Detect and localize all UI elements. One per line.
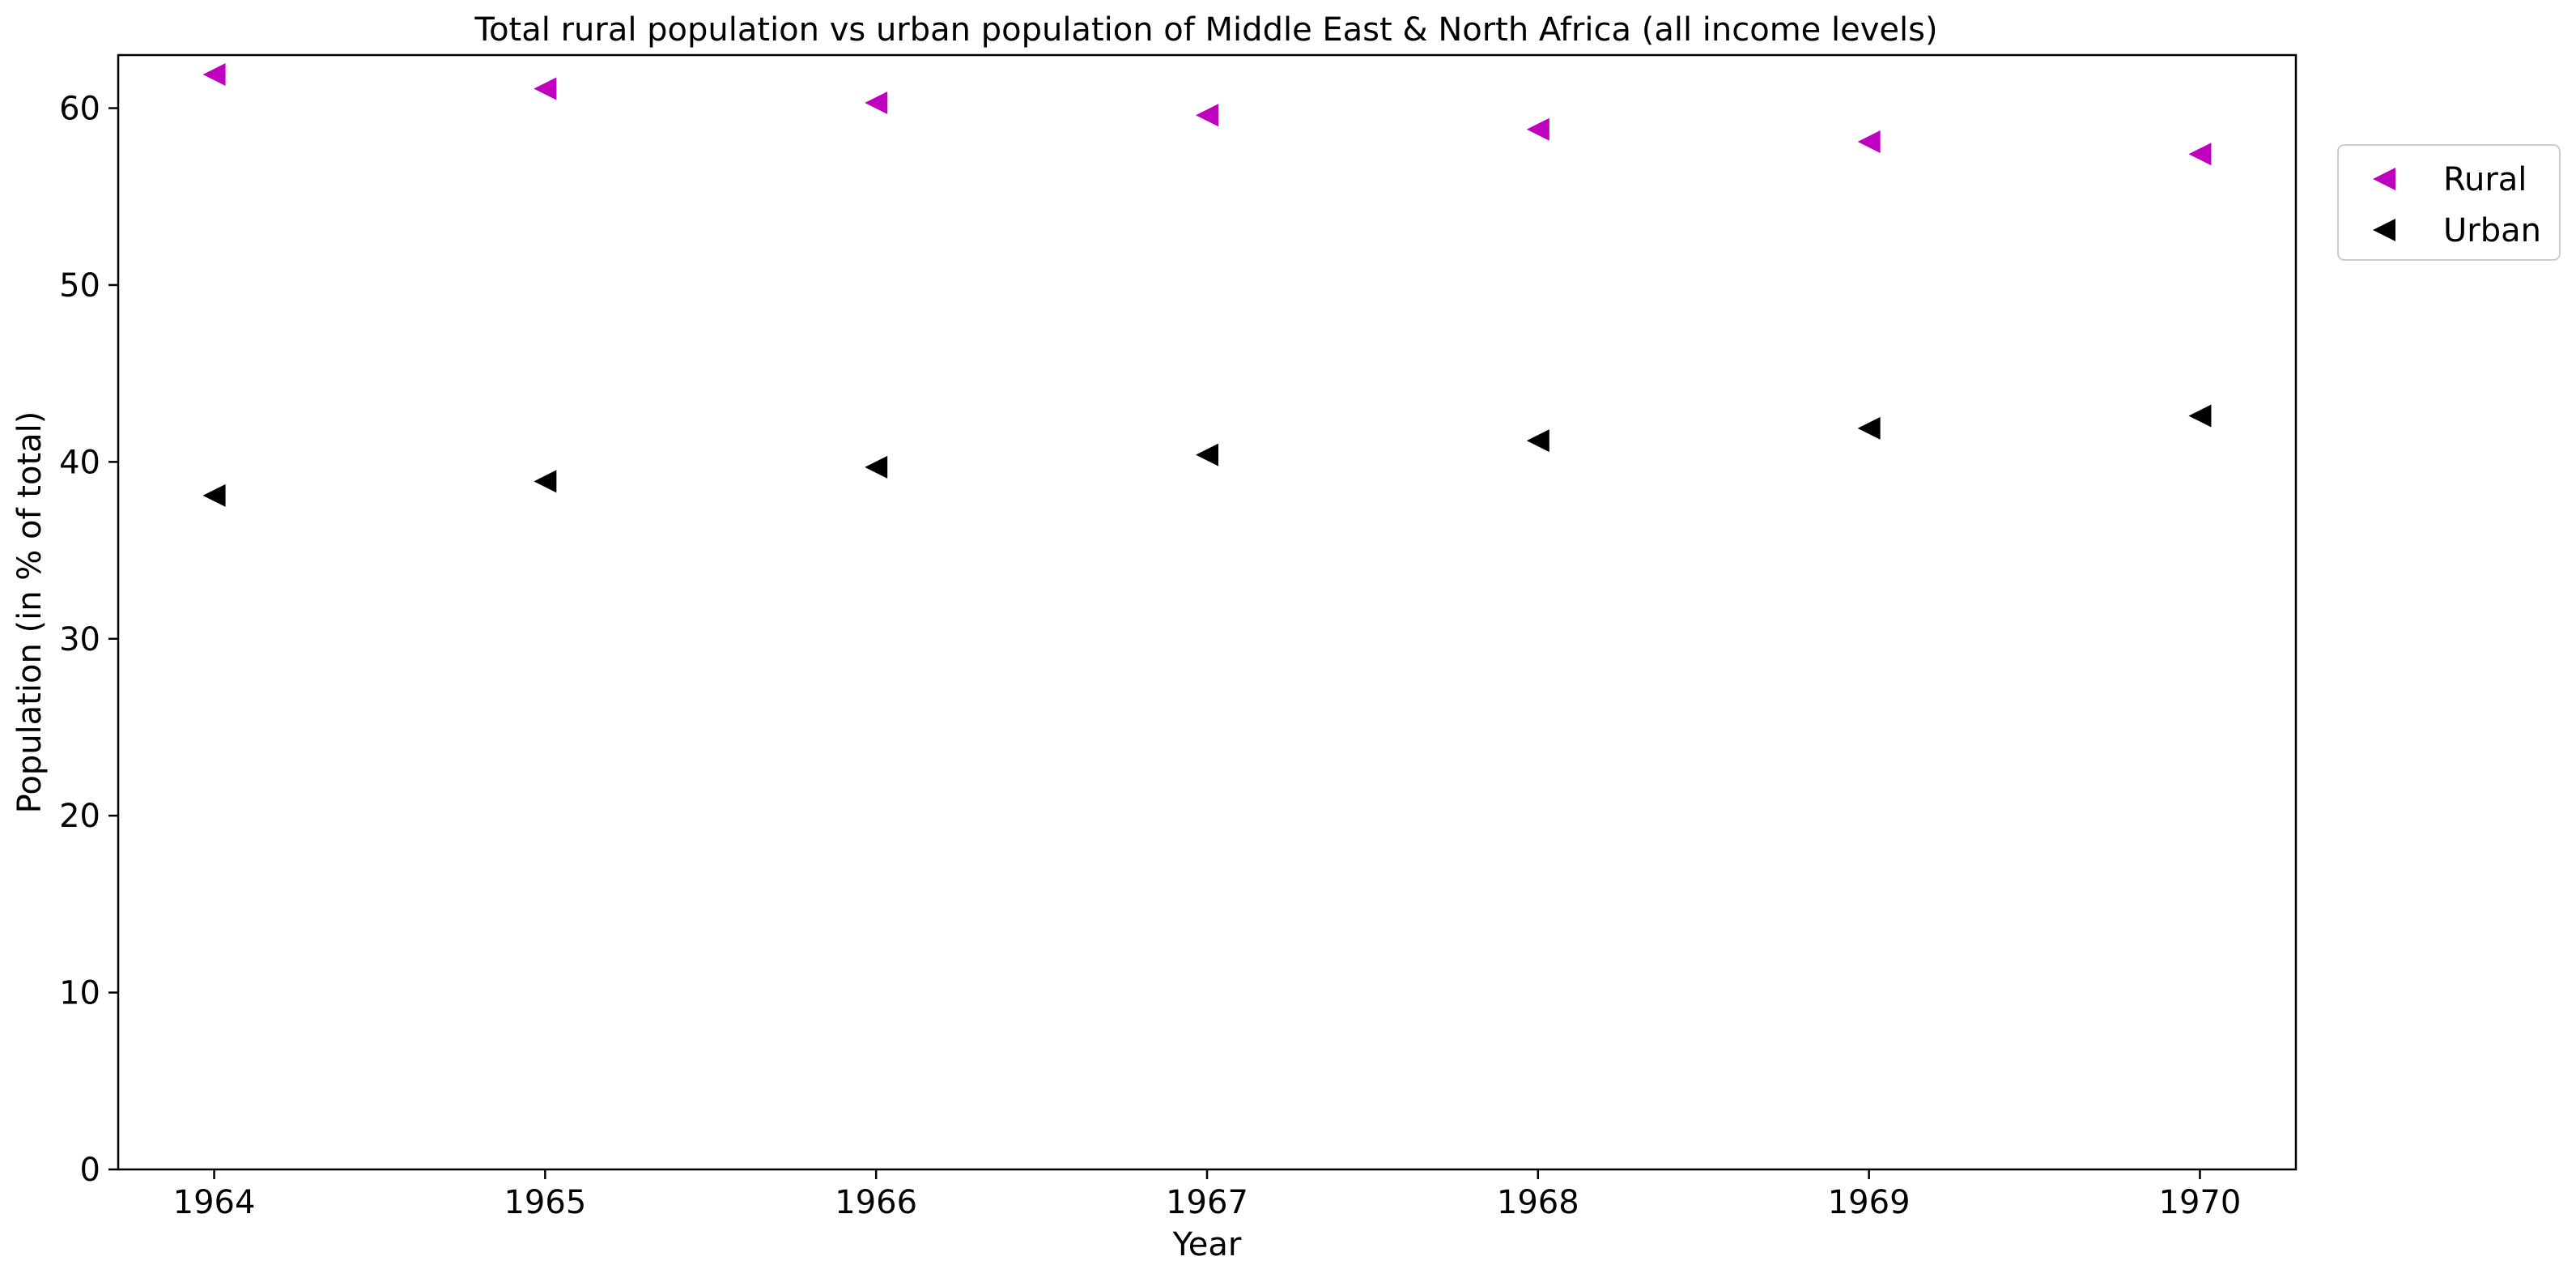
y-tick-label: 60 [59, 91, 100, 128]
rural-point [202, 63, 226, 87]
x-tick-label: 1970 [2159, 1184, 2242, 1221]
rural-point [1196, 104, 1218, 127]
y-tick-label: 0 [80, 1152, 100, 1189]
x-tick-label: 1968 [1497, 1184, 1579, 1221]
legend-label-rural: Rural [2443, 161, 2527, 198]
x-tick-label: 1966 [835, 1184, 917, 1221]
legend: Rural Urban [2337, 144, 2561, 261]
y-tick-label: 30 [59, 621, 100, 658]
urban-point [1196, 443, 1218, 466]
rural-point [865, 91, 888, 114]
x-axis: 1964 1965 1966 1967 1968 1969 1970 [173, 1169, 2242, 1221]
plot-area [117, 53, 2298, 1171]
x-axis-label: Year [1172, 1226, 1242, 1263]
rural-point [1857, 130, 1881, 154]
legend-marker-urban [2373, 219, 2395, 241]
rural-point [2188, 143, 2212, 166]
urban-point [202, 483, 226, 507]
rural-point [1526, 117, 1549, 141]
x-tick-label: 1969 [1828, 1184, 1911, 1221]
y-tick-label: 10 [59, 975, 100, 1012]
y-axis-label: Population (in % of total) [11, 411, 49, 814]
rural-point [533, 77, 557, 100]
urban-point [533, 470, 557, 493]
urban-point [1857, 416, 1881, 440]
x-tick-label: 1967 [1166, 1184, 1248, 1221]
urban-point [2188, 404, 2212, 428]
urban-point [865, 455, 888, 479]
x-tick-label: 1964 [173, 1184, 256, 1221]
data-markers [202, 63, 2212, 507]
urban-point [1526, 429, 1549, 453]
y-tick-label: 40 [59, 444, 100, 481]
x-tick-label: 1965 [504, 1184, 586, 1221]
y-tick-label: 50 [59, 267, 100, 305]
chart-title: Total rural population vs urban populati… [474, 11, 1937, 49]
legend-label-urban: Urban [2443, 212, 2541, 249]
legend-marker-rural [2373, 168, 2395, 190]
y-tick-label: 20 [59, 798, 100, 835]
y-axis: 0 10 20 30 40 50 60 [59, 91, 118, 1189]
